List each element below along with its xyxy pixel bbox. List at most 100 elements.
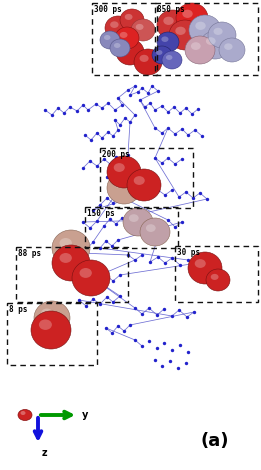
Point (118, 121, 122, 129)
Point (163, 259, 167, 267)
Point (123, 197, 127, 205)
Ellipse shape (211, 274, 218, 280)
Ellipse shape (34, 301, 70, 335)
Point (140, 251, 144, 259)
Ellipse shape (176, 3, 208, 33)
Point (170, 346, 174, 354)
Point (91, 274, 95, 282)
Ellipse shape (175, 27, 186, 35)
Ellipse shape (52, 245, 90, 281)
Ellipse shape (200, 31, 230, 59)
Point (100, 134, 104, 142)
Point (108, 160, 112, 168)
Point (120, 101, 124, 109)
Text: 8 ps: 8 ps (9, 305, 27, 314)
Point (116, 126, 120, 134)
Point (68, 103, 72, 111)
Point (118, 271, 122, 279)
Ellipse shape (189, 15, 221, 45)
Point (81, 101, 85, 109)
Point (163, 191, 167, 199)
Point (173, 160, 177, 168)
Point (156, 253, 160, 261)
Point (178, 261, 182, 269)
Point (205, 195, 209, 203)
Point (111, 178, 115, 186)
Text: 88 ps: 88 ps (18, 249, 41, 258)
Ellipse shape (110, 21, 118, 28)
Ellipse shape (191, 42, 201, 50)
Point (198, 189, 202, 197)
Point (70, 247, 74, 255)
Point (160, 102, 164, 110)
Point (84, 246, 88, 254)
Point (146, 89, 150, 97)
Point (104, 324, 108, 332)
Point (128, 191, 132, 199)
Bar (155, 3, 258, 75)
Point (140, 342, 144, 350)
Point (153, 154, 157, 162)
Point (98, 279, 102, 287)
Point (186, 256, 190, 264)
Text: 150 ps: 150 ps (87, 209, 115, 218)
Point (126, 86, 130, 94)
Point (91, 238, 95, 246)
Ellipse shape (213, 28, 223, 35)
Text: 200 ps: 200 ps (102, 150, 130, 159)
Ellipse shape (31, 311, 71, 349)
Text: z: z (42, 448, 48, 458)
Ellipse shape (120, 9, 144, 31)
Ellipse shape (208, 22, 236, 48)
Ellipse shape (157, 10, 189, 40)
Point (89, 136, 93, 144)
Ellipse shape (134, 49, 162, 75)
Point (116, 236, 120, 244)
Ellipse shape (224, 43, 233, 50)
Ellipse shape (169, 20, 201, 50)
Ellipse shape (21, 411, 26, 415)
Point (95, 162, 99, 170)
Point (148, 99, 152, 107)
Point (88, 224, 92, 232)
Point (75, 107, 79, 115)
Point (143, 103, 147, 111)
Point (83, 131, 87, 139)
Ellipse shape (80, 268, 92, 278)
Point (176, 364, 180, 372)
Ellipse shape (161, 37, 169, 42)
Point (104, 237, 108, 245)
Ellipse shape (125, 14, 133, 20)
Point (168, 357, 172, 365)
Bar (16, 247, 128, 302)
Point (166, 154, 170, 162)
Ellipse shape (206, 269, 230, 291)
Point (98, 300, 102, 308)
Point (153, 356, 157, 364)
Point (191, 194, 195, 202)
Point (184, 188, 188, 196)
Point (122, 327, 126, 335)
Ellipse shape (110, 39, 130, 57)
Point (153, 106, 157, 114)
Point (192, 308, 196, 316)
Point (62, 109, 66, 117)
Point (105, 293, 109, 301)
Point (128, 91, 132, 99)
Ellipse shape (136, 24, 144, 30)
Point (185, 313, 189, 321)
Point (184, 104, 188, 112)
Point (190, 110, 194, 118)
Point (118, 171, 122, 179)
Point (166, 124, 170, 132)
Point (133, 304, 137, 312)
Point (153, 216, 157, 224)
Point (100, 104, 104, 112)
Point (170, 312, 174, 320)
Point (180, 155, 184, 163)
Point (117, 192, 121, 200)
Point (196, 105, 200, 113)
Point (86, 106, 90, 114)
Point (126, 151, 130, 159)
Point (128, 118, 132, 126)
